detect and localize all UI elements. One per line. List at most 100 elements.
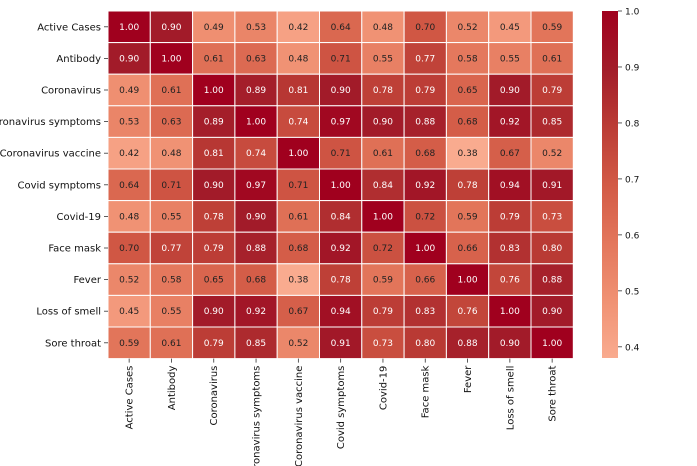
cell-value-label: 1.00 xyxy=(161,54,181,64)
cell-value-label: 0.90 xyxy=(161,23,181,33)
cell-value-label: 1.00 xyxy=(415,244,435,254)
cell-value-label: 0.73 xyxy=(542,212,562,222)
cell-value-label: 0.45 xyxy=(119,307,139,317)
heatmap-cell xyxy=(234,294,278,328)
cell-value-label: 1.00 xyxy=(246,118,266,128)
heatmap-cell xyxy=(149,200,194,233)
heatmap-cell xyxy=(445,105,490,138)
cell-value-label: 1.00 xyxy=(204,86,224,96)
heatmap-cell xyxy=(530,263,574,296)
cell-value-label: 0.72 xyxy=(373,244,393,254)
heatmap-cell xyxy=(403,231,447,265)
heatmap-cell xyxy=(530,10,574,44)
cell-value-label: 1.00 xyxy=(542,339,562,349)
cell-value-label: 0.61 xyxy=(288,212,308,222)
heatmap-cell xyxy=(107,73,151,107)
heatmap-cell xyxy=(530,42,574,75)
cell-value-label: 1.00 xyxy=(500,307,520,317)
cell-value-label: 0.58 xyxy=(161,276,181,286)
cell-value-label: 0.61 xyxy=(373,149,393,159)
cell-value-label: 0.79 xyxy=(415,86,435,96)
cell-value-label: 0.52 xyxy=(458,23,478,33)
cell-value-label: 0.91 xyxy=(331,339,351,349)
cell-value-label: 0.52 xyxy=(119,276,139,286)
cell-value-label: 0.97 xyxy=(246,181,266,191)
cell-value-label: 0.64 xyxy=(119,181,139,191)
cell-value-label: 0.42 xyxy=(288,23,308,33)
cell-value-label: 0.66 xyxy=(415,276,435,286)
heatmap-cell xyxy=(530,105,574,138)
cell-value-label: 0.76 xyxy=(458,307,478,317)
heatmap-cell xyxy=(192,42,236,75)
y-tick-label-face-mask: Face mask xyxy=(48,244,101,255)
heatmap-cell xyxy=(276,73,321,107)
heatmap-cell xyxy=(530,168,574,202)
cell-value-label: 0.71 xyxy=(331,54,351,64)
colorbar-tick-label: 1.0 xyxy=(625,8,640,18)
heatmap-cell xyxy=(234,200,278,233)
heatmap-cell xyxy=(403,263,447,296)
cell-value-label: 0.45 xyxy=(500,23,520,33)
heatmap-cell xyxy=(445,73,490,107)
cell-value-label: 0.92 xyxy=(246,307,266,317)
heatmap-cell xyxy=(192,294,236,328)
heatmap-cells: 1.00 0.90 0.49 0.53 0.42 0.64 0.48 0.70 0.52 0.45… xyxy=(107,10,574,360)
cell-value-label: 0.90 xyxy=(500,86,520,96)
y-axis-labels: Active Cases Antibody Coronavirus Coronavir… xyxy=(0,22,108,349)
cell-value-label: 0.49 xyxy=(119,86,139,96)
heatmap-cell xyxy=(488,326,532,360)
cell-value-label: 0.88 xyxy=(458,339,478,349)
cell-value-label: 0.61 xyxy=(161,339,181,349)
cell-value-label: 0.59 xyxy=(458,212,478,222)
cell-value-label: 0.78 xyxy=(373,86,393,96)
cell-value-label: 0.92 xyxy=(331,244,351,254)
heatmap-cell xyxy=(107,168,151,202)
cell-value-label: 0.79 xyxy=(373,307,393,317)
heatmap-cell xyxy=(361,231,405,265)
colorbar-tick-label: 0.5 xyxy=(625,287,639,297)
cell-value-label: 0.85 xyxy=(542,118,562,128)
cell-value-label: 0.90 xyxy=(331,86,351,96)
cell-value-label: 0.92 xyxy=(500,118,520,128)
heatmap-cell xyxy=(445,42,490,75)
heatmap-cell xyxy=(319,10,363,44)
cell-value-label: 0.88 xyxy=(246,244,266,254)
heatmap-cell xyxy=(361,42,405,75)
cell-value-label: 0.84 xyxy=(373,181,393,191)
x-tick-label-antibody: Antibody xyxy=(167,366,178,411)
y-tick-label-covid-19: Covid-19 xyxy=(57,212,101,223)
heatmap-cell xyxy=(361,136,405,170)
cell-value-label: 0.90 xyxy=(500,339,520,349)
cell-value-label: 0.52 xyxy=(542,149,562,159)
heatmap-cell xyxy=(107,263,151,296)
cell-value-label: 0.90 xyxy=(542,307,562,317)
cell-value-label: 0.68 xyxy=(415,149,435,159)
cell-value-label: 1.00 xyxy=(288,149,308,159)
heatmap-cell xyxy=(488,10,532,44)
cell-value-label: 0.76 xyxy=(500,276,520,286)
heatmap-cell xyxy=(445,326,490,360)
heatmap-cell xyxy=(276,42,321,75)
heatmap-cell xyxy=(530,73,574,107)
heatmap-cell xyxy=(107,231,151,265)
cell-value-label: 0.72 xyxy=(415,212,435,222)
cell-value-label: 0.83 xyxy=(500,244,520,254)
cell-value-label: 0.64 xyxy=(331,23,351,33)
cell-value-label: 0.38 xyxy=(458,149,478,159)
cell-value-label: 1.00 xyxy=(331,181,351,191)
cell-value-label: 0.90 xyxy=(204,307,224,317)
cell-value-label: 0.83 xyxy=(415,307,435,317)
heatmap-cell xyxy=(192,200,236,233)
cell-value-label: 0.59 xyxy=(119,339,139,349)
heatmap-cell xyxy=(530,326,574,360)
colorbar-tick-label: 0.4 xyxy=(625,343,640,353)
heatmap-cell xyxy=(488,42,532,75)
heatmap-cell xyxy=(445,200,490,233)
heatmap-cell xyxy=(403,326,447,360)
cell-value-label: 0.48 xyxy=(119,212,139,222)
heatmap-cell xyxy=(319,200,363,233)
heatmap-cell xyxy=(149,326,194,360)
heatmap-cell xyxy=(319,326,363,360)
cell-value-label: 0.58 xyxy=(458,54,478,64)
x-tick-label-coronavirus: Coronavirus xyxy=(209,366,220,426)
